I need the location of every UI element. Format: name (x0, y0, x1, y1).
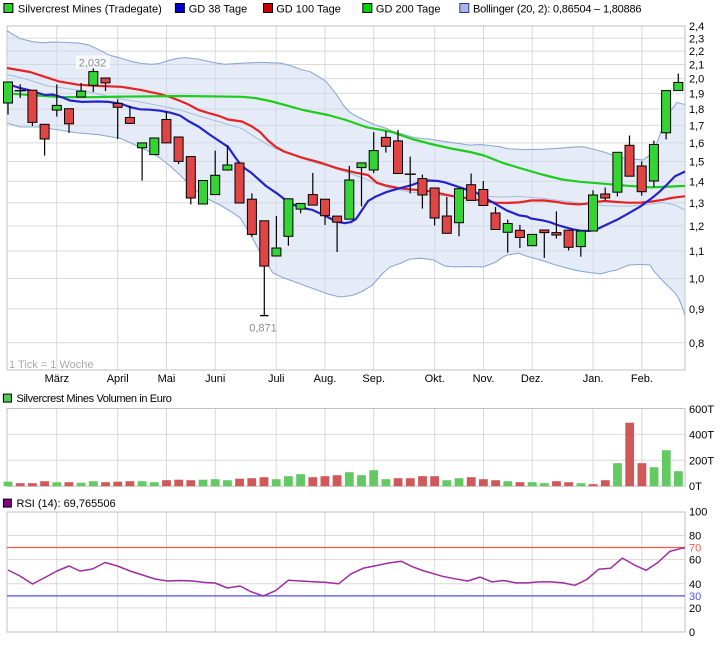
svg-text:20: 20 (689, 603, 701, 615)
svg-text:GD 100 Tage: GD 100 Tage (276, 4, 341, 16)
svg-text:200T: 200T (689, 455, 714, 467)
svg-text:1,8: 1,8 (689, 104, 704, 116)
svg-text:Okt.: Okt. (425, 373, 445, 385)
svg-text:600T: 600T (689, 404, 714, 416)
svg-text:1,4: 1,4 (689, 176, 704, 188)
svg-text:Juli: Juli (268, 373, 285, 385)
svg-text:2,3: 2,3 (689, 33, 704, 45)
svg-text:Mai: Mai (158, 373, 176, 385)
svg-text:1,0: 1,0 (689, 274, 704, 286)
svg-text:Dez.: Dez. (521, 373, 544, 385)
svg-text:Sep.: Sep. (362, 373, 385, 385)
svg-text:RSI (14): 69,765506: RSI (14): 69,765506 (17, 498, 116, 510)
svg-text:2,2: 2,2 (689, 46, 704, 58)
svg-text:100: 100 (689, 506, 707, 518)
svg-text:1 Tick = 1 Woche: 1 Tick = 1 Woche (9, 359, 93, 371)
svg-text:1,7: 1,7 (689, 120, 704, 132)
svg-text:1,5: 1,5 (689, 157, 704, 169)
svg-text:60: 60 (689, 555, 701, 567)
svg-text:Aug.: Aug. (314, 373, 337, 385)
svg-text:GD 38 Tage: GD 38 Tage (189, 4, 248, 16)
svg-text:0,8: 0,8 (689, 338, 704, 350)
svg-text:April: April (107, 373, 129, 385)
svg-text:1,9: 1,9 (689, 88, 704, 100)
svg-text:Bollinger (20, 2): 0,86504 – 1: Bollinger (20, 2): 0,86504 – 1,80886 (473, 4, 641, 16)
svg-text:0,9: 0,9 (689, 304, 704, 316)
svg-text:80: 80 (689, 531, 701, 543)
svg-text:Nov.: Nov. (473, 373, 495, 385)
svg-text:Feb.: Feb. (631, 373, 653, 385)
svg-text:1,2: 1,2 (689, 221, 704, 233)
svg-text:Silvercrest Mines (Tradegate): Silvercrest Mines (Tradegate) (18, 4, 162, 16)
svg-text:2,4: 2,4 (689, 21, 704, 33)
svg-text:Silvercrest Mines Volumen in E: Silvercrest Mines Volumen in Euro (17, 393, 172, 405)
svg-text:70: 70 (689, 543, 701, 555)
svg-text:0,871: 0,871 (249, 323, 277, 335)
svg-text:1,3: 1,3 (689, 198, 704, 210)
svg-text:2,032: 2,032 (79, 58, 107, 70)
svg-text:0T: 0T (689, 481, 702, 493)
svg-text:2,1: 2,1 (689, 60, 704, 72)
svg-text:Juni: Juni (205, 373, 225, 385)
svg-text:1,1: 1,1 (689, 246, 704, 258)
svg-text:GD 200 Tage: GD 200 Tage (376, 4, 441, 16)
svg-text:1,6: 1,6 (689, 138, 704, 150)
svg-text:März: März (45, 373, 69, 385)
svg-text:30: 30 (689, 591, 701, 603)
svg-text:2,0: 2,0 (689, 74, 704, 86)
svg-text:0: 0 (689, 627, 695, 639)
svg-text:40: 40 (689, 579, 701, 591)
svg-text:400T: 400T (689, 429, 714, 441)
svg-text:Jan.: Jan. (583, 373, 604, 385)
